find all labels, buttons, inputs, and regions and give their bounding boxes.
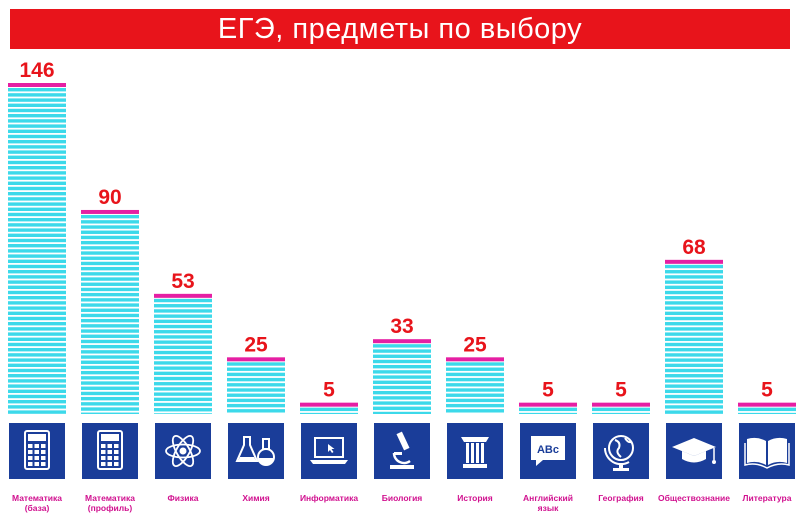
- bar-top-cap: [665, 259, 723, 264]
- bar-top-cap: [154, 293, 212, 298]
- atom-icon: [155, 423, 211, 479]
- svg-text:ABc: ABc: [537, 444, 559, 456]
- bar-top-cap: [81, 209, 139, 214]
- bar: [373, 339, 431, 414]
- calculator-icon: [82, 423, 138, 479]
- chart-title: ЕГЭ, предметы по выбору: [217, 12, 583, 45]
- column-icon: [447, 423, 503, 479]
- data-label: 5: [615, 379, 627, 402]
- data-label: 25: [463, 333, 487, 356]
- category-label: История: [457, 493, 492, 503]
- bar-top-cap: [519, 402, 577, 407]
- bar: [300, 402, 358, 414]
- category-label: Обществознание: [658, 493, 730, 503]
- bar-top-cap: [8, 83, 66, 87]
- bar-top-cap: [300, 402, 358, 407]
- data-label: 33: [390, 315, 413, 338]
- bar-top-cap: [373, 339, 431, 344]
- bar-top-cap: [227, 357, 285, 362]
- category-label: Информатика: [300, 493, 358, 503]
- category-label: Биология: [382, 493, 423, 503]
- data-label: 68: [682, 236, 706, 259]
- bar: [592, 402, 650, 414]
- bar-top-cap: [738, 402, 796, 407]
- abc-speech-icon: ABc: [520, 423, 576, 479]
- data-label: 5: [323, 379, 335, 402]
- bar: [8, 83, 66, 414]
- data-label: 5: [542, 379, 554, 402]
- flask-icon: [228, 423, 284, 479]
- chart-title-bar: ЕГЭ, предметы по выбору: [10, 9, 790, 49]
- bar: [446, 357, 504, 413]
- category-label: География: [598, 493, 643, 503]
- bar: [227, 357, 285, 413]
- category-label: Математика (профиль): [85, 493, 135, 513]
- bar: [154, 293, 212, 414]
- bar: [665, 259, 723, 414]
- data-label: 146: [19, 59, 54, 82]
- bar-top-cap: [592, 402, 650, 407]
- category-label: Литература: [743, 493, 792, 503]
- open-book-icon: [739, 423, 795, 479]
- calculator-icon: [9, 423, 65, 479]
- data-label: 5: [761, 379, 773, 402]
- category-label: Математика (база): [12, 493, 62, 513]
- data-label: 25: [244, 333, 268, 356]
- category-label: Английский язык: [523, 493, 573, 513]
- category-label: Химия: [242, 493, 269, 503]
- bar-top-cap: [446, 357, 504, 362]
- laptop-icon: [301, 423, 357, 479]
- bar: [519, 402, 577, 414]
- bar: [738, 402, 796, 414]
- bar: [81, 209, 139, 414]
- data-label: 90: [98, 186, 121, 209]
- category-label: Физика: [168, 493, 199, 503]
- microscope-icon: [374, 423, 430, 479]
- data-label: 53: [171, 270, 194, 293]
- globe-icon: [593, 423, 649, 479]
- graduation-cap-icon: [666, 423, 722, 479]
